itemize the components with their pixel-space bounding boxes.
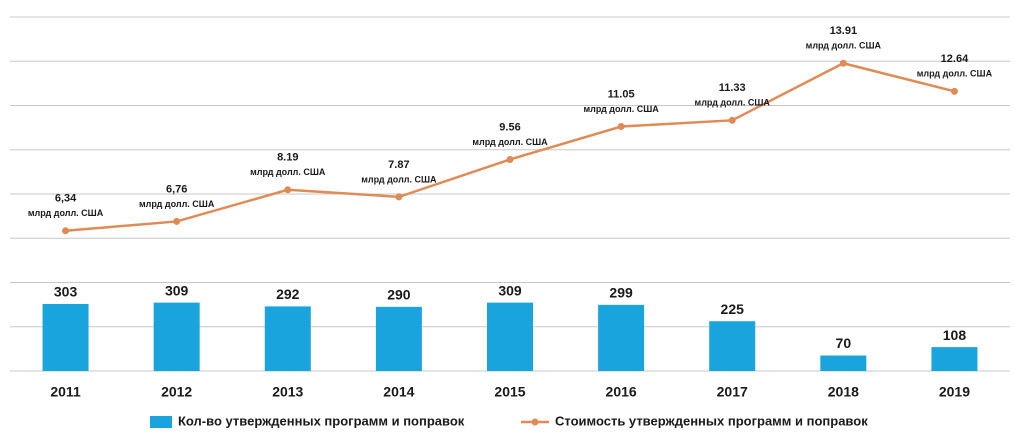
bar <box>598 304 645 371</box>
bar-value-label: 309 <box>165 282 189 298</box>
x-tick-label: 2012 <box>161 384 192 400</box>
bar <box>375 306 422 371</box>
bar-value-label: 225 <box>721 301 745 317</box>
bar <box>42 303 89 371</box>
bar-value-label: 108 <box>943 327 967 343</box>
line-value-unit: млрд долл. США <box>806 41 882 51</box>
line-value-unit: млрд долл. США <box>472 137 548 147</box>
line-point <box>395 193 403 201</box>
legend-label: Стоимость утвержденных программ и поправ… <box>555 413 868 428</box>
line-value-label: 9.56 <box>499 121 520 133</box>
line-value-unit: млрд долл. США <box>583 104 659 114</box>
legend-swatch-point <box>531 418 539 426</box>
line-value-unit: млрд долл. США <box>917 69 993 79</box>
bar-value-label: 299 <box>609 285 633 301</box>
bar <box>487 302 533 371</box>
line-point <box>506 155 514 163</box>
line-value-unit: млрд долл. США <box>139 199 215 209</box>
legend-swatch <box>150 416 172 428</box>
bar <box>820 355 867 371</box>
line-value-label: 6,34 <box>55 193 77 205</box>
line-value-label: 13.91 <box>830 25 858 37</box>
line-value-label: 12.64 <box>941 53 969 65</box>
line-point <box>839 59 847 67</box>
line-point <box>62 227 70 235</box>
line-point <box>617 123 625 131</box>
bar-value-label: 290 <box>387 287 411 303</box>
line-point <box>950 87 958 95</box>
bar-value-label: 309 <box>498 282 522 298</box>
legend: Кол-во утвержденных программ и поправок С… <box>150 413 868 428</box>
bar-value-label: 70 <box>836 335 852 351</box>
line-value-unit: млрд долл. США <box>361 174 437 184</box>
x-tick-label: 2017 <box>717 384 748 400</box>
bar <box>264 306 311 371</box>
line-value-label: 11.33 <box>719 82 746 94</box>
line-value-unit: млрд долл. США <box>695 98 771 108</box>
bar-value-label: 303 <box>54 284 78 300</box>
x-tick-label: 2016 <box>606 384 637 400</box>
line-value-unit: млрд долл. США <box>28 208 104 218</box>
x-tick-label: 2018 <box>828 384 859 400</box>
line-point <box>173 217 181 225</box>
line-value-label: 8.19 <box>277 152 298 164</box>
x-tick-label: 2015 <box>494 384 525 400</box>
legend-label: Кол-во утвержденных программ и поправок <box>178 413 465 428</box>
x-tick-label: 2014 <box>383 384 414 400</box>
line-value-label: 7.87 <box>388 159 409 171</box>
bar <box>931 347 978 371</box>
bar <box>709 321 756 371</box>
line-point <box>728 116 736 124</box>
line-value-label: 6,76 <box>166 183 187 195</box>
x-tick-label: 2019 <box>939 384 970 400</box>
x-tick-label: 2013 <box>272 384 303 400</box>
bar-value-label: 292 <box>276 286 300 302</box>
line-value-unit: млрд долл. США <box>250 167 326 177</box>
x-tick-label: 2011 <box>50 384 81 400</box>
line-value-label: 11.05 <box>608 88 635 100</box>
line-point <box>284 186 292 194</box>
bar <box>153 302 200 371</box>
